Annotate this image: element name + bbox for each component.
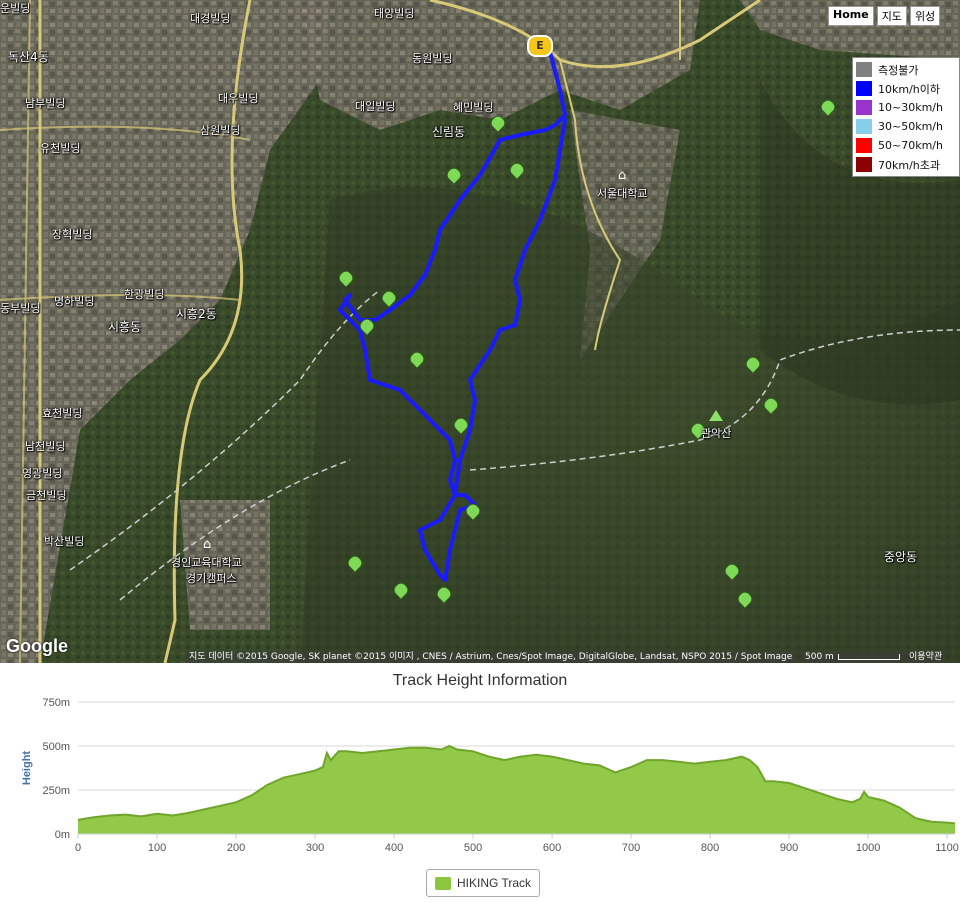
map-terrain (0, 0, 960, 663)
speed-legend-row: 10km/h이하 (856, 79, 956, 98)
place-label: 시흥동 (108, 320, 142, 334)
place-label: 대경빌딩 (190, 12, 231, 25)
x-tick-label: 900 (780, 842, 798, 854)
height-area (78, 746, 955, 834)
y-tick-label: 0m (55, 829, 70, 841)
x-tick-label: 200 (227, 842, 245, 854)
place-label: 혜민빌딩 (453, 101, 494, 114)
place-label: 동원빌딩 (412, 52, 453, 65)
x-tick-label: 1100 (935, 842, 959, 854)
height-line (77, 744, 956, 825)
speed-legend: 측정불가 10km/h이하 10~30km/h 30~50km/h 50~70k… (852, 57, 960, 177)
x-tick-label: 400 (385, 842, 403, 854)
speed-swatch (856, 62, 872, 77)
place-label: 삼원빌딩 (200, 124, 241, 137)
speed-swatch (856, 81, 872, 96)
terms-link[interactable]: 이용약관 (906, 651, 946, 663)
y-tick-label: 750m (42, 697, 70, 709)
speed-label: 10~30km/h (878, 101, 943, 114)
track-path (338, 50, 567, 582)
place-label: 대일빌딩 (355, 100, 396, 113)
peak-icon (709, 410, 723, 421)
place-label: 금천빌딩 (26, 489, 67, 502)
speed-legend-row: 50~70km/h (856, 136, 956, 155)
place-label: 남부빌딩 (25, 97, 66, 110)
legend-hiking-track[interactable]: HIKING Track (426, 869, 541, 897)
series-label: HIKING Track (457, 876, 532, 890)
start-marker[interactable]: E (527, 35, 553, 57)
scale-label: 500 m (805, 652, 834, 662)
series-swatch (435, 876, 451, 890)
x-tick-label: 800 (701, 842, 719, 854)
place-label: 한광빌딩 (124, 288, 165, 301)
university-icon: ⌂ (618, 168, 627, 183)
place-label: 효천빌딩 (42, 407, 83, 420)
home-button[interactable]: Home (828, 6, 874, 26)
place-label: 운빌딩 (0, 2, 31, 15)
map-scale: 500 m (802, 651, 903, 663)
y-tick-label: 250m (42, 785, 70, 797)
speed-legend-row: 10~30km/h (856, 98, 956, 117)
x-tick-label: 500 (464, 842, 482, 854)
place-label: 신림동 (432, 125, 466, 139)
place-label: 서울대학교 (597, 187, 648, 200)
place-label: 시흥2동 (176, 307, 217, 321)
place-label: 유천빌딩 (40, 142, 81, 155)
place-label: 경인교육대학교 (171, 556, 242, 569)
start-marker-label: E (536, 39, 544, 52)
map-attribution: 지도 데이터 ©2015 Google, SK planet ©2015 이미지… (186, 651, 796, 663)
speed-label: 10km/h이하 (878, 82, 941, 96)
speed-label: 측정불가 (878, 63, 919, 77)
chart-title: Track Height Information (392, 672, 568, 689)
place-label: 경기캠퍼스 (186, 572, 237, 585)
google-logo: Google (6, 636, 68, 656)
speed-legend-row: 30~50km/h (856, 117, 956, 136)
speed-swatch (856, 100, 872, 115)
place-label: 남천빌딩 (25, 440, 66, 453)
place-label: 독산4동 (8, 50, 49, 64)
x-tick-label: 0 (75, 842, 81, 854)
speed-label: 70km/h초과 (878, 158, 941, 172)
speed-legend-row: 70km/h초과 (856, 155, 956, 174)
place-label: 대우빌딩 (218, 92, 259, 105)
x-tick-label: 700 (622, 842, 640, 854)
height-chart: 0m 250m 500m 750m Height 0 100 200 300 400 500 600 7… (21, 697, 959, 854)
place-label: 동부빌딩 (0, 302, 41, 315)
speed-label: 50~70km/h (878, 139, 943, 152)
place-label: 중앙동 (884, 550, 918, 564)
place-label: 박산빌딩 (44, 535, 85, 548)
speed-legend-row: 측정불가 (856, 60, 956, 79)
university-icon: ⌂ (203, 537, 212, 552)
x-tick-label: 1000 (856, 842, 880, 854)
speed-swatch (856, 138, 872, 153)
place-label: 장혁빌딩 (52, 228, 93, 241)
speed-label: 30~50km/h (878, 120, 943, 133)
speed-swatch (856, 119, 872, 134)
map-type-toggle: Home 지도 위성 (828, 6, 941, 26)
map-button[interactable]: 지도 (876, 6, 907, 26)
x-tick-label: 100 (148, 842, 166, 854)
scale-bar (837, 654, 900, 660)
satellite-button[interactable]: 위성 (909, 6, 941, 26)
x-tick-label: 600 (543, 842, 561, 854)
y-tick-label: 500m (42, 741, 70, 753)
place-label: 관악산 (701, 427, 732, 440)
place-label: 태양빌딩 (374, 7, 415, 20)
x-tick-label: 300 (306, 842, 324, 854)
place-label: 영광빌딩 (22, 467, 63, 480)
y-axis-label: Height (21, 751, 33, 786)
place-label: 명하빌딩 (54, 295, 95, 308)
speed-swatch (856, 157, 872, 172)
